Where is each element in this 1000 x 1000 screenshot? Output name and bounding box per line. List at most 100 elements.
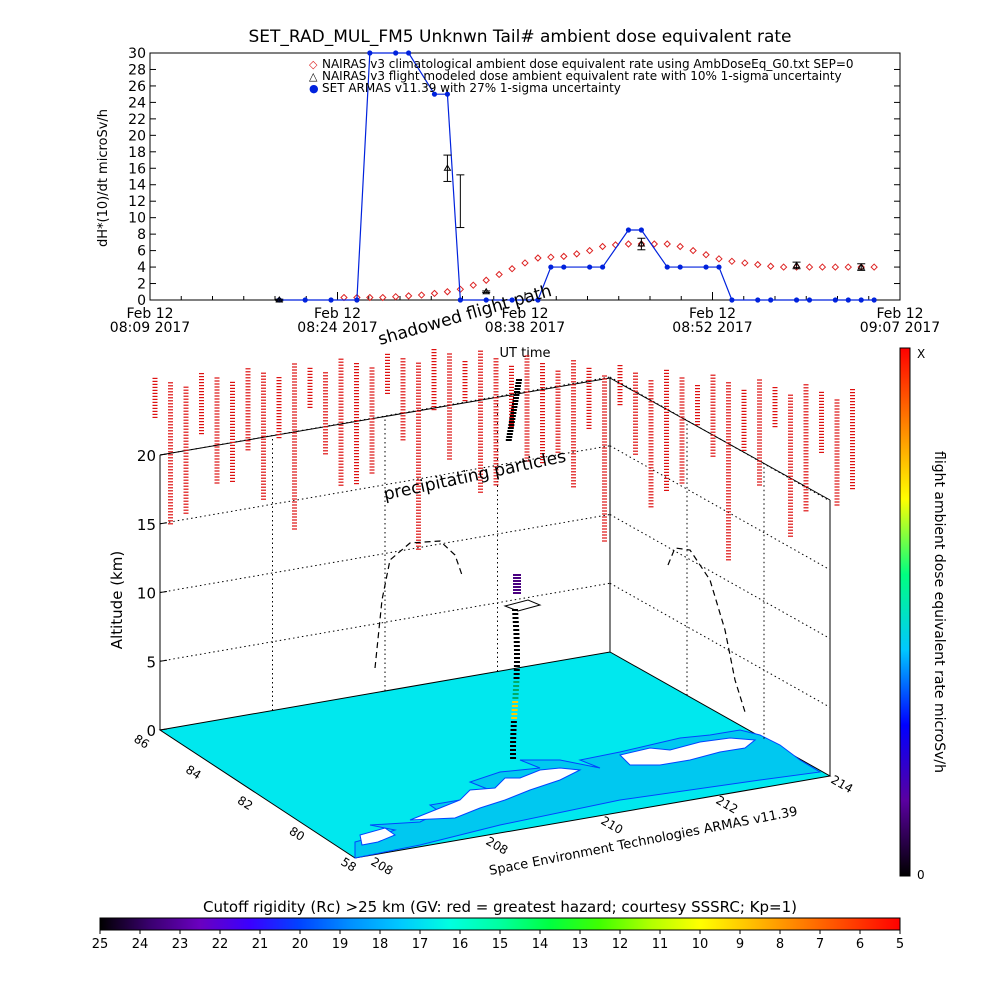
armas-point <box>729 297 735 303</box>
x-tick-time: 08:24 2017 <box>297 320 377 336</box>
armas-point <box>664 264 670 270</box>
rigidity-tick-label: 13 <box>572 937 589 952</box>
rigidity-tick-label: 23 <box>172 937 189 952</box>
aircraft-marker <box>503 599 542 612</box>
particle-column <box>741 389 747 451</box>
climatological-point <box>689 246 697 255</box>
coastline-snow-3 <box>359 827 397 846</box>
climatological-point <box>417 291 426 299</box>
y-tick-label: 12 <box>128 194 146 210</box>
climatological-point <box>521 259 529 267</box>
armas-point <box>457 297 463 303</box>
longitude-tick-label: 208 <box>369 854 396 878</box>
side-wall-gridline <box>609 376 831 502</box>
x-tick-time: 08:38 2017 <box>485 320 565 336</box>
rigidity-tick-label: 18 <box>372 937 389 952</box>
particle-column <box>478 350 483 493</box>
altitude-tick-mark <box>159 591 168 593</box>
rigidity-tick-label: 12 <box>612 937 629 952</box>
x-tick-date: Feb 12 <box>126 306 173 322</box>
armas-point <box>858 297 864 303</box>
legend-symbol: ● <box>309 82 319 95</box>
armas-point <box>716 264 722 270</box>
particle-column <box>369 367 375 474</box>
particle-column <box>323 372 328 455</box>
latitude-tick-label: 84 <box>183 762 203 782</box>
armas-point <box>677 264 683 270</box>
armas-point <box>354 297 360 303</box>
particle-column <box>292 363 297 530</box>
armas-point <box>431 91 438 97</box>
rigidity-tick-label: 5 <box>896 937 904 952</box>
longitude-tick-label: 214 <box>829 772 856 796</box>
armas-point <box>806 297 813 303</box>
climatological-point <box>870 263 878 271</box>
climatological-point <box>766 262 775 270</box>
y-tick-label: 6 <box>137 244 146 260</box>
climatological-point <box>715 255 723 263</box>
particle-column <box>199 373 204 435</box>
y-tick-label: 28 <box>128 62 146 78</box>
altitude-tick-mark <box>159 522 168 525</box>
legend-symbol: △ <box>309 70 318 83</box>
climatological-point <box>676 242 684 251</box>
particle-column <box>168 382 173 525</box>
climatological-point <box>663 240 671 248</box>
longitude-tick-label: 208 <box>484 834 511 858</box>
y-tick-label: 4 <box>137 260 146 276</box>
climatological-point <box>508 265 516 273</box>
particle-column <box>633 372 638 455</box>
particle-column <box>447 353 452 460</box>
rigidity-tick-label: 17 <box>412 937 429 952</box>
rigidity-tick-label: 6 <box>856 937 864 952</box>
legend-entry: NAIRAS v3 climatological ambient dose eq… <box>322 57 854 71</box>
particle-column <box>819 391 824 453</box>
altitude-tick-label: 15 <box>137 516 156 534</box>
particle-column <box>385 353 390 394</box>
climatological-point <box>366 293 374 302</box>
particle-column <box>462 361 468 402</box>
scene-gridlines <box>159 376 831 739</box>
x-tick-date: Feb 12 <box>876 306 923 322</box>
nairas-flight-point <box>857 263 866 270</box>
particle-column <box>602 375 607 542</box>
x-tick-date: Feb 12 <box>689 306 736 322</box>
latitude-tick-label: 82 <box>235 793 255 813</box>
altitude-tick-label: 10 <box>137 585 156 603</box>
particle-column <box>648 380 654 508</box>
altitude-tick-mark <box>159 659 168 662</box>
dose-colorbar-bar <box>899 347 911 877</box>
armas-point <box>832 297 838 303</box>
climatological-point <box>495 270 503 279</box>
rigidity-tick-labels: 25 24 23 22 21 20 19 18 17 16 15 14 13 12 11 10 9 8 7 6 5 <box>92 930 904 952</box>
armas-point <box>845 297 851 303</box>
dose-colorbar-max-label: X <box>917 347 925 361</box>
side-wall-gridline <box>609 445 831 571</box>
particle-column <box>679 377 685 484</box>
particle-column <box>757 379 762 486</box>
particle-column <box>726 382 731 561</box>
rigidity-tick-label: 15 <box>492 937 509 952</box>
latitude-tick-label: 86 <box>131 732 151 752</box>
particle-column <box>338 358 344 486</box>
climatological-point <box>598 242 607 251</box>
climatological-point <box>443 288 452 296</box>
coastline-snow-2 <box>619 737 757 766</box>
altitude-tick-mark <box>159 728 168 731</box>
armas-point <box>755 297 761 303</box>
particle-column <box>710 374 716 457</box>
armas-point <box>367 50 373 56</box>
climatological-point <box>560 252 568 261</box>
dose-colorbar: X 0 flight ambient dose equivalent rate … <box>899 347 947 882</box>
armas-point <box>587 264 593 270</box>
particle-column <box>772 387 778 428</box>
y-tick-label: 10 <box>128 211 146 227</box>
shadow-curve-left <box>374 540 463 669</box>
climatological-point <box>741 259 749 267</box>
shadow-curve-right <box>667 547 746 713</box>
latitude-tick-label: 80 <box>287 824 307 844</box>
y-tick-label: 30 <box>128 46 146 62</box>
rigidity-tick-label: 14 <box>532 937 549 952</box>
particle-column <box>540 363 545 464</box>
